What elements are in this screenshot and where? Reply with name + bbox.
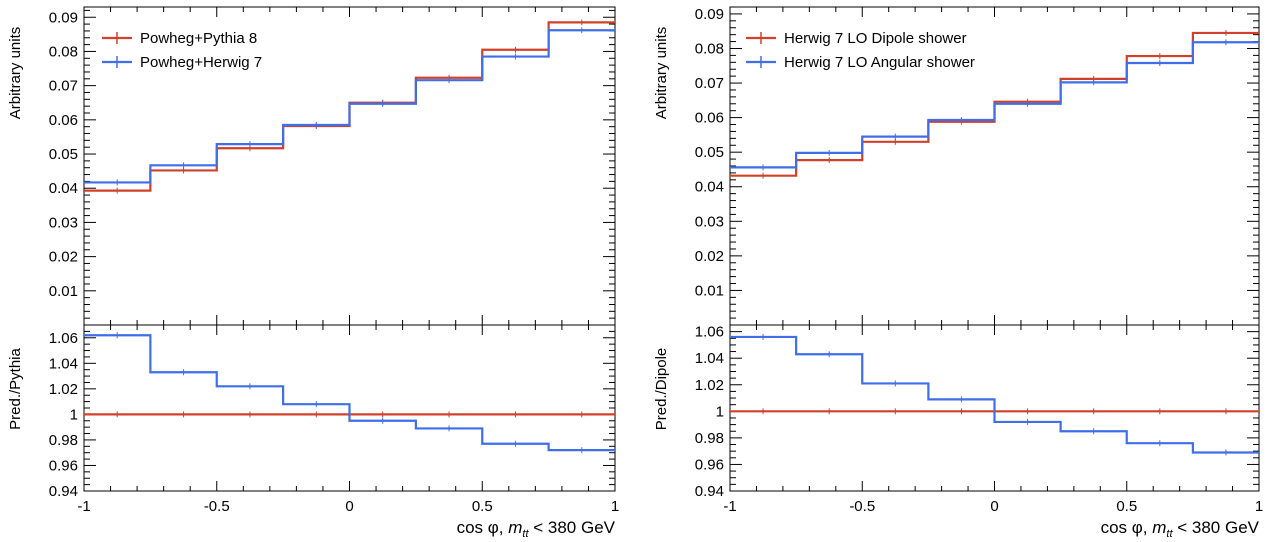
x-tick-label: 0.5 [472, 498, 493, 515]
y-tick-label: 0.05 [49, 146, 78, 163]
y-tick-label: 0.09 [49, 9, 78, 26]
y-tick-label: 0.08 [49, 43, 78, 60]
y-tick-label: 0.08 [695, 40, 724, 57]
legend-label: Powheg+Herwig 7 [140, 54, 262, 71]
chart-left-svg: -1 -0.5 0 0.5 1 0.01 0.02 0.03 0.04 0.05 0.06 0.07 0… [7, 6, 619, 540]
y-axis-title: Arbitrary units [7, 27, 24, 120]
ratio-y-tick-label: 1 [716, 403, 724, 420]
chart-right-svg: -1 -0.5 0 0.5 1 0.01 0.02 0.03 0.04 0.05 0.06 0.07 0… [653, 6, 1263, 540]
ratio-y-tick-label: 1.02 [695, 377, 724, 394]
x-tick-label: 1 [611, 498, 619, 515]
ratio-y-tick-label: 0.94 [49, 483, 78, 500]
x-tick-label: 0 [990, 498, 998, 515]
y-tick-label: 0.03 [695, 213, 724, 230]
ratio-y-axis-title: Pred./Dipole [653, 348, 670, 431]
y-tick-label: 0.02 [49, 249, 78, 266]
y-tick-label: 0.02 [695, 248, 724, 265]
ratio-y-tick-label: 0.98 [49, 432, 78, 449]
ratio-y-tick-label: 0.96 [695, 456, 724, 473]
legend-label: Powheg+Pythia 8 [140, 30, 257, 47]
ratio-y-axis-title: Pred./Pythia [7, 347, 24, 429]
x-axis-title: cos φ, mtt < 380 GeV [457, 518, 616, 540]
ratio-y-tick-label: 1.06 [695, 324, 724, 341]
y-axis-title: Arbitrary units [653, 27, 670, 120]
ratio-y-tick-label: 1.06 [49, 330, 78, 347]
x-tick-label: 1 [1255, 498, 1263, 515]
y-tick-label: 0.09 [695, 6, 724, 23]
ratio-y-tick-label: 0.96 [49, 457, 78, 474]
y-tick-label: 0.06 [695, 110, 724, 127]
y-tick-label: 0.06 [49, 112, 78, 129]
y-tick-label: 0.01 [49, 283, 78, 300]
chart-panel-right: -1 -0.5 0 0.5 1 0.01 0.02 0.03 0.04 0.05 0.06 0.07 0… [636, 0, 1272, 542]
y-tick-label: 0.05 [695, 144, 724, 161]
x-tick-label: -0.5 [849, 498, 875, 515]
ratio-y-tick-label: 0.94 [695, 483, 724, 500]
y-tick-label: 0.07 [695, 75, 724, 92]
x-tick-label: -0.5 [204, 498, 230, 515]
x-tick-label: 0 [345, 498, 353, 515]
ratio-y-tick-label: 0.98 [695, 430, 724, 447]
ratio-series-blue-line [730, 335, 1259, 454]
ratio-y-tick-label: 1 [70, 406, 78, 423]
y-tick-label: 0.03 [49, 214, 78, 231]
ratio-series-blue-line [84, 334, 615, 452]
x-tick-label: -1 [77, 498, 90, 515]
x-axis-title: cos φ, mtt < 380 GeV [1101, 518, 1260, 540]
ratio-y-tick-label: 1.02 [49, 381, 78, 398]
y-tick-label: 0.07 [49, 78, 78, 95]
y-tick-label: 0.01 [695, 282, 724, 299]
ratio-y-tick-label: 1.04 [49, 355, 78, 372]
y-tick-label: 0.04 [49, 180, 78, 197]
legend-label: Herwig 7 LO Angular shower [784, 54, 975, 71]
y-tick-label: 0.04 [695, 179, 724, 196]
chart-panel-left: -1 -0.5 0 0.5 1 0.01 0.02 0.03 0.04 0.05 0.06 0.07 0… [7, 6, 619, 540]
x-tick-label: 0.5 [1116, 498, 1137, 515]
x-tick-label: -1 [723, 498, 736, 515]
ratio-y-tick-label: 1.04 [695, 350, 724, 367]
legend-label: Herwig 7 LO Dipole shower [784, 30, 967, 47]
